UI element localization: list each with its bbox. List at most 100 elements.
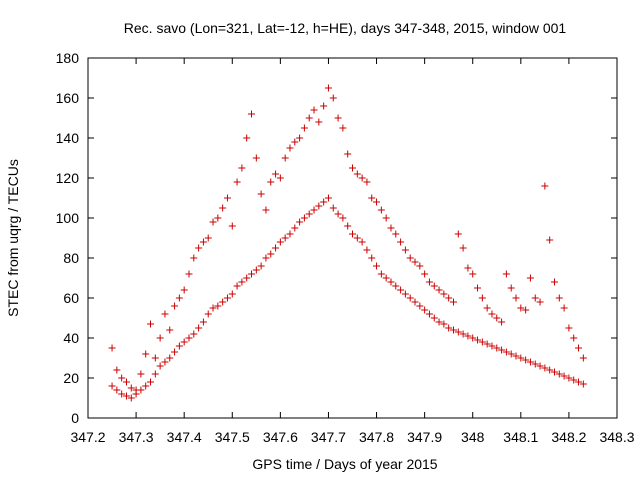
data-point [474,336,482,344]
y-tick-label: 140 [56,130,80,146]
data-point [555,294,563,302]
x-axis: 347.2 347.3 347.4 347.5 347.6 347.7 347.8 347.9… [70,58,635,445]
data-point [151,370,159,378]
data-point [151,354,159,362]
x-tick-label: 348.1 [503,429,538,445]
data-point [228,222,236,230]
data-point [377,206,385,214]
x-tick-label: 348.3 [599,429,634,445]
y-tick-label: 180 [56,50,80,66]
data-point [358,238,366,246]
data-point [368,194,376,202]
data-point [421,270,429,278]
data-point [161,310,169,318]
data-point [560,304,568,312]
data-point [488,342,496,350]
data-point [397,286,405,294]
data-point [267,250,275,258]
data-point [199,238,207,246]
data-point [113,366,121,374]
data-point [353,234,361,242]
data-point [459,244,467,252]
data-point [272,170,280,178]
data-point [310,106,318,114]
data-point [291,224,299,232]
data-point [223,194,231,202]
data-point [300,214,308,222]
data-point [113,386,121,394]
data-point [358,174,366,182]
x-tick-label: 347.4 [167,429,202,445]
data-point [315,202,323,210]
x-tick-label: 347.8 [359,429,394,445]
data-point [276,238,284,246]
x-tick-label: 347.5 [215,429,250,445]
data-point [416,302,424,310]
data-point [257,262,265,270]
data-point [526,274,534,282]
data-point [272,244,280,252]
data-point [397,238,405,246]
data-point [377,270,385,278]
x-tick-label: 347.7 [311,429,346,445]
data-point [156,362,164,370]
data-point [435,318,443,326]
data-point [502,348,510,356]
data-point [464,332,472,340]
data-point [142,382,150,390]
data-point [296,218,304,226]
data-point [373,198,381,206]
data-point [575,344,583,352]
data-point [411,298,419,306]
data-point [339,124,347,132]
data-point [349,230,356,238]
data-point [262,254,270,262]
data-point [214,214,222,222]
data-point [324,194,332,202]
data-point [267,178,275,186]
data-point [276,174,284,182]
data-point [512,294,520,302]
data-point [373,262,381,270]
data-point [209,218,217,226]
data-point [286,230,294,238]
y-tick-label: 60 [63,290,79,306]
data-point [440,290,448,298]
data-point [449,326,457,334]
y-tick-label: 20 [63,370,79,386]
data-point [488,310,496,318]
data-point [122,378,130,386]
data-point [459,330,467,338]
data-point [498,318,506,326]
data-point [435,286,443,294]
data-point [517,354,525,362]
data-point [531,360,539,368]
data-point [550,368,558,376]
data-point [137,386,145,394]
data-point [233,178,241,186]
data-point [401,290,409,298]
data-point [531,294,539,302]
data-point [315,118,323,126]
data-point [248,270,256,278]
data-point [454,230,462,238]
data-point [387,278,395,286]
x-tick-label: 348 [461,429,485,445]
data-point [329,94,337,102]
y-axis: 0 20 40 60 80 100 120 140 160 180 [56,50,617,426]
data-point [180,286,188,294]
data-point [219,204,227,212]
data-point [147,378,155,386]
data-point [195,324,203,332]
data-point [507,350,515,358]
data-point [474,284,482,292]
data-point [334,210,342,218]
data-point [512,352,520,360]
chart-title: Rec. savo (Lon=321, Lat=-12, h=HE), days… [124,20,567,36]
data-point [175,294,183,302]
data-point [248,110,256,118]
data-point [137,370,145,378]
data-point [324,84,332,92]
data-point [522,306,530,314]
